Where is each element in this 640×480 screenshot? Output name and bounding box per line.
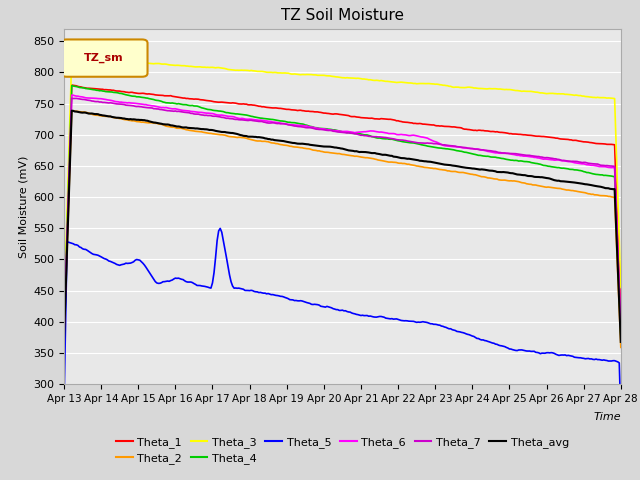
Theta_3 xyxy=(379,78,387,84)
Theta_5 xyxy=(164,278,172,284)
Theta_2 xyxy=(397,160,405,166)
Theta_avg xyxy=(77,109,85,115)
Theta_5 xyxy=(397,318,405,324)
Theta_avg xyxy=(60,337,68,343)
Theta_5 xyxy=(76,244,83,250)
Theta_1 xyxy=(60,325,68,331)
Theta_avg xyxy=(68,108,76,114)
Theta_avg xyxy=(550,177,558,183)
Line: Theta_6: Theta_6 xyxy=(64,95,621,333)
Theta_7 xyxy=(68,96,76,101)
Theta_6 xyxy=(165,106,173,111)
Theta_4 xyxy=(617,332,625,337)
Theta_7 xyxy=(397,137,405,143)
Theta_1 xyxy=(68,82,76,88)
Theta_3 xyxy=(69,55,77,60)
Theta_3 xyxy=(550,91,558,96)
Theta_5 xyxy=(617,412,625,418)
Theta_3 xyxy=(165,62,173,68)
FancyBboxPatch shape xyxy=(61,39,147,77)
Theta_5 xyxy=(216,226,224,231)
Theta_7 xyxy=(550,156,558,162)
Line: Theta_4: Theta_4 xyxy=(64,85,621,335)
Theta_1 xyxy=(550,135,558,141)
Theta_6 xyxy=(397,132,405,137)
Theta_5 xyxy=(60,403,68,409)
Y-axis label: Soil Moisture (mV): Soil Moisture (mV) xyxy=(19,155,29,258)
Theta_5 xyxy=(550,350,558,356)
Theta_3 xyxy=(60,311,68,317)
Theta_7 xyxy=(617,325,625,331)
Theta_7 xyxy=(165,108,173,114)
Theta_2 xyxy=(550,185,558,191)
Theta_6 xyxy=(410,132,417,138)
Theta_6 xyxy=(617,326,625,332)
Text: TZ_sm: TZ_sm xyxy=(84,53,124,63)
Line: Theta_5: Theta_5 xyxy=(64,228,621,415)
Line: Theta_3: Theta_3 xyxy=(64,58,621,314)
Theta_4 xyxy=(397,138,405,144)
Theta_2 xyxy=(165,124,173,130)
Theta_2 xyxy=(617,345,625,350)
Theta_5 xyxy=(410,318,417,324)
Theta_6 xyxy=(550,157,558,163)
Theta_6 xyxy=(60,330,68,336)
Theta_2 xyxy=(68,108,76,114)
Theta_4 xyxy=(77,84,85,90)
Title: TZ Soil Moisture: TZ Soil Moisture xyxy=(281,9,404,24)
Theta_avg xyxy=(379,152,387,158)
Theta_1 xyxy=(165,93,173,99)
Theta_1 xyxy=(379,116,387,121)
Theta_4 xyxy=(68,83,76,88)
Theta_3 xyxy=(617,285,625,290)
Theta_4 xyxy=(550,164,558,170)
Theta_5 xyxy=(379,314,387,320)
Legend: Theta_1, Theta_2, Theta_3, Theta_4, Theta_5, Theta_6, Theta_7, Theta_avg: Theta_1, Theta_2, Theta_3, Theta_4, Thet… xyxy=(111,432,573,468)
Line: Theta_avg: Theta_avg xyxy=(64,111,621,342)
Line: Theta_2: Theta_2 xyxy=(64,111,621,348)
Theta_2 xyxy=(77,109,85,115)
Theta_7 xyxy=(379,134,387,140)
Theta_6 xyxy=(77,94,85,100)
Theta_6 xyxy=(68,92,76,98)
Theta_4 xyxy=(165,100,173,106)
Line: Theta_1: Theta_1 xyxy=(64,85,621,328)
Theta_1 xyxy=(77,84,85,90)
Theta_4 xyxy=(379,136,387,142)
Theta_1 xyxy=(617,313,625,319)
Theta_4 xyxy=(60,325,68,331)
Theta_1 xyxy=(410,120,417,126)
Theta_3 xyxy=(410,81,417,86)
Theta_3 xyxy=(397,79,405,85)
Theta_avg xyxy=(397,155,405,161)
Theta_2 xyxy=(60,337,68,343)
Theta_7 xyxy=(77,96,85,102)
Line: Theta_7: Theta_7 xyxy=(64,98,621,335)
Theta_avg xyxy=(617,339,625,345)
Theta_6 xyxy=(379,130,387,135)
Theta_2 xyxy=(410,162,417,168)
Theta_avg xyxy=(410,156,417,162)
Theta_7 xyxy=(410,139,417,145)
Theta_4 xyxy=(410,140,417,146)
Theta_avg xyxy=(165,122,173,128)
Theta_2 xyxy=(379,158,387,164)
Theta_7 xyxy=(60,332,68,337)
Theta_1 xyxy=(397,119,405,124)
Theta_3 xyxy=(77,55,85,61)
Text: Time: Time xyxy=(593,412,621,422)
